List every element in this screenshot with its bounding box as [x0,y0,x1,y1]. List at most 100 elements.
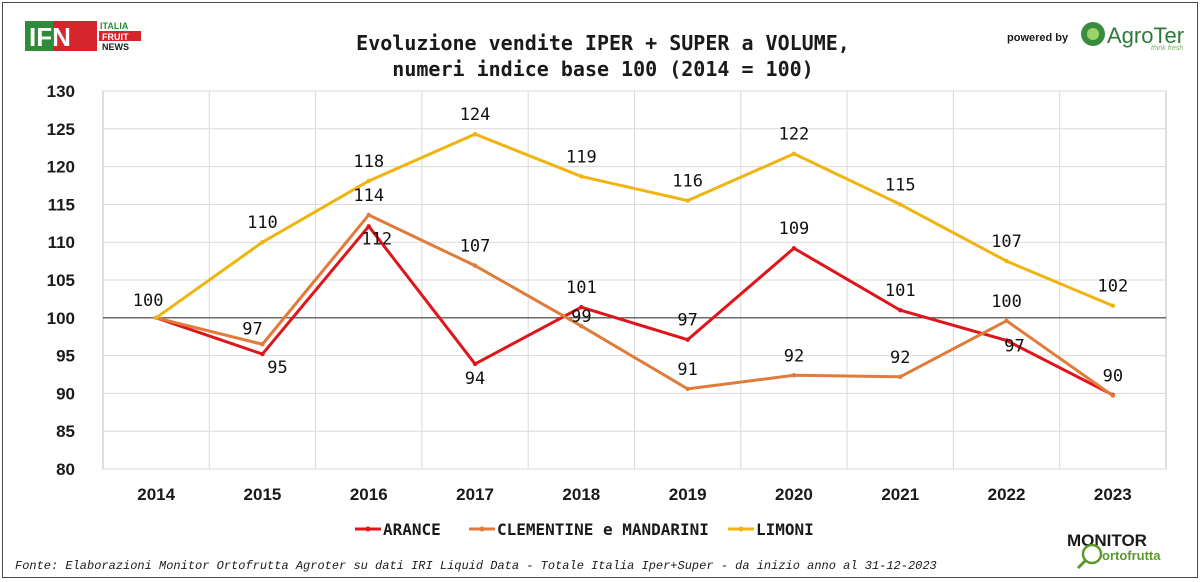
chart-title-line1: Evoluzione vendite IPER + SUPER a VOLUME… [356,31,850,55]
y-tick-label: 110 [48,233,75,252]
data-label-arance: 112 [361,229,392,249]
data-point-limoni [366,178,371,184]
data-labels: 95 112 94 101 97 109 101 97 97 114 107 99 91 92 92 100 9… [133,105,1128,389]
data-point-clementine-e-mandarini [791,373,797,378]
agroter-tagline: think fresh [1151,45,1183,52]
data-point-limoni [1004,258,1009,264]
data-point-arance [1004,338,1009,343]
data-point-limoni [1110,303,1116,308]
data-label-arance: 94 [465,369,485,389]
x-tick-label: 2014 [137,485,175,504]
data-label-arance: 97 [1004,336,1024,356]
data-point-limoni [791,151,797,156]
data-label-clementine-e-mandarini: 97 [242,319,262,339]
data-point-clementine-e-mandarini [366,212,371,218]
data-point-limoni [472,131,478,137]
data-label-limoni: 124 [460,105,491,125]
data-label-limoni: 107 [991,232,1022,252]
legend: ARANCE CLEMENTINE e MANDARINI LIMONI [355,520,814,539]
data-label-clementine-e-mandarini: 107 [460,237,491,257]
ifn-logo: IFN ITALIA FRUIT NEWS [25,21,141,52]
x-tick-label: 2019 [669,485,707,504]
data-point-limoni [260,240,265,245]
y-tick-label: 120 [47,158,75,177]
y-tick-label: 130 [47,82,75,101]
ifn-logo-green-block [25,21,53,51]
data-point-limoni [685,198,690,203]
data-label-clementine-e-mandarini: 99 [571,307,591,327]
legend-label-arance: ARANCE [383,520,441,539]
agroter-logo: AgroTer think fresh [1081,22,1184,52]
series-lines [153,131,1116,398]
data-point-clementine-e-mandarini [579,323,584,329]
y-tick-label: 85 [56,422,75,441]
y-tick-label: 100 [47,309,75,328]
magnifier-handle-icon [1076,559,1087,570]
data-label-arance: 97 [677,311,697,331]
legend-marker-arance [365,526,371,532]
x-tick-label: 2023 [1094,485,1132,504]
x-tick-label: 2021 [881,485,919,504]
data-label-clementine-e-mandarini: 100 [991,292,1022,312]
data-label-clementine-e-mandarini: 91 [677,360,697,380]
data-label-limoni: 122 [779,125,810,145]
data-label-clementine-e-mandarini: 90 [1103,367,1123,387]
ifn-logo-letters: IFN [29,22,71,52]
x-tick-label: 2015 [244,485,282,504]
x-tick-label: 2017 [456,485,494,504]
source-footnote: Fonte: Elaborazioni Monitor Ortofrutta A… [15,559,937,573]
data-label-arance: 101 [885,281,916,301]
data-point-arance [260,351,265,357]
y-axis-ticks: 80 85 90 95 100 105 110 115 120 125 130 [47,82,75,479]
y-tick-label: 115 [48,195,75,214]
magnifier-icon [1081,543,1103,565]
data-point-clementine-e-mandarini [1110,393,1116,398]
powered-by-text: powered by [1007,32,1069,44]
data-point-arance [791,246,797,251]
data-point-clementine-e-mandarini [260,342,265,347]
chart-title-line2: numeri indice base 100 (2014 = 100) [392,57,813,81]
data-point-clementine-e-mandarini [1004,318,1009,324]
data-label-arance: 109 [779,219,810,239]
data-label-clementine-e-mandarini: 114 [353,186,384,206]
x-tick-label: 2020 [775,485,813,504]
agroter-name: AgroTer [1107,23,1184,48]
x-tick-label: 2016 [350,485,388,504]
x-tick-label: 2018 [562,485,600,504]
series-line-clementine-e-mandarini [155,213,1114,397]
legend-marker-clementine-e-mandarini [479,526,485,532]
data-point-arance [366,224,371,229]
legend-label-clementine-e-mandarini: CLEMENTINE e MANDARINI [497,520,709,539]
data-point-limoni [153,315,159,320]
ifn-logo-news: NEWS [102,42,129,52]
data-point-arance [685,337,690,342]
data-point-arance [579,305,584,310]
y-tick-label: 125 [47,120,75,139]
ifn-logo-fruit: FRUIT [102,32,129,42]
data-point-limoni [898,202,903,207]
data-label-arance: 101 [566,278,597,298]
ortofrutta-logo-word: ortofrutta [1102,548,1161,563]
series-line-limoni [155,132,1114,320]
y-tick-label: 90 [56,384,75,403]
x-tick-label: 2022 [988,485,1026,504]
grid [102,90,1167,470]
ifn-logo-red-block [53,21,97,51]
series-line-arance [155,224,1114,397]
y-tick-label: 105 [47,271,75,290]
agroter-leaf-center-icon [1087,28,1099,40]
monitor-ortofrutta-logo: MONITOR ortofrutta [1067,531,1161,570]
ifn-logo-italia: ITALIA [100,21,129,31]
data-point-clementine-e-mandarini [472,263,478,268]
line-chart: IFN ITALIA FRUIT NEWS Evoluzione vendite… [15,21,1184,573]
data-point-limoni [579,174,584,179]
data-label-arance: 95 [267,358,287,378]
ifn-logo-fruit-band [99,31,141,41]
data-point-clementine-e-mandarini [685,386,690,392]
data-label-limoni: 119 [566,147,597,167]
legend-label-limoni: LIMONI [756,520,814,539]
data-point-arance [898,308,903,313]
data-point-arance [472,361,478,367]
data-label-limoni: 110 [247,213,278,233]
